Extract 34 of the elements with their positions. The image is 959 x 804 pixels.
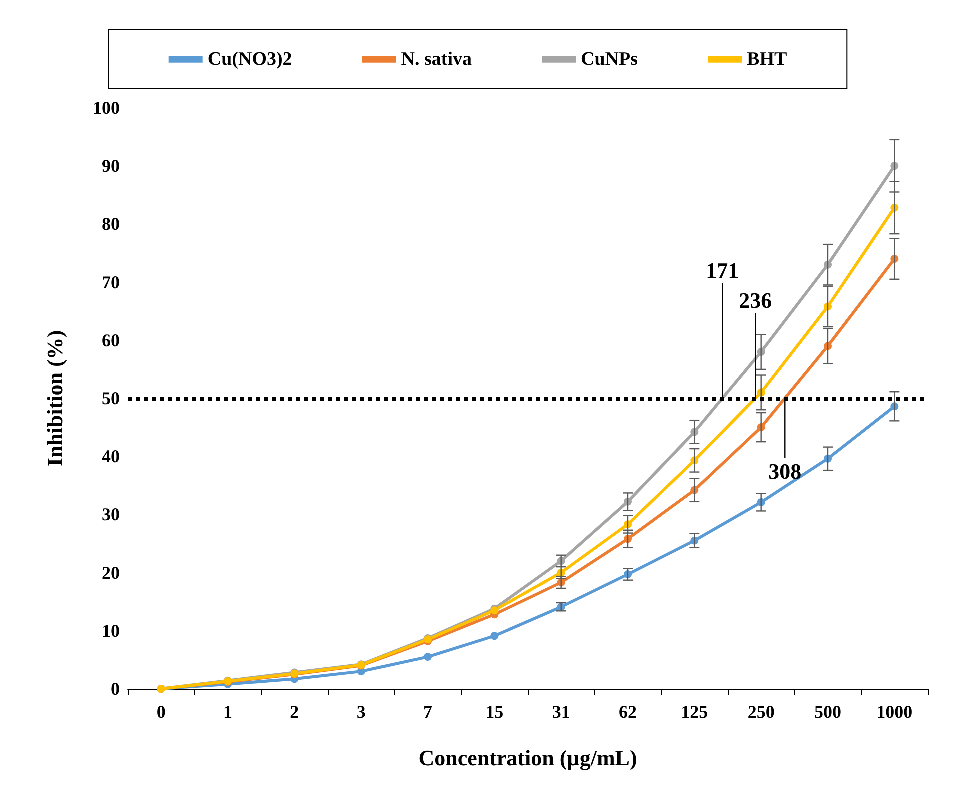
x-tick-label: 62 [619, 702, 637, 722]
x-tick-label: 7 [424, 702, 432, 722]
x-tick-label: 3 [356, 702, 366, 722]
legend-label: CuNPs [581, 49, 638, 70]
y-tick-label: 100 [93, 98, 120, 118]
point [424, 653, 432, 662]
annotation: 171 [706, 258, 740, 283]
annotation: 308 [768, 459, 802, 484]
y-tick-label: 50 [102, 388, 120, 408]
y-tick-label: 70 [102, 272, 120, 292]
y-tick-label: 0 [111, 679, 120, 699]
y-tick-label: 90 [102, 156, 120, 176]
legend-label: Cu(NO3)2 [208, 49, 292, 70]
point [490, 632, 499, 640]
y-tick-label: 30 [102, 504, 120, 525]
x-tick-label: 1 [224, 702, 232, 722]
x-tick-label: 15 [486, 702, 504, 722]
legend-label: BHT [747, 49, 788, 70]
y-tick-label: 40 [102, 446, 120, 467]
y-tick-label: 10 [102, 620, 120, 641]
y-tick-label: 80 [102, 214, 120, 234]
y-tick-label: 20 [102, 562, 120, 583]
x-tick-label: 31 [552, 702, 570, 722]
x-axis-title: Concentration (µg/mL) [418, 746, 638, 770]
y-tick-label: 60 [102, 330, 120, 350]
x-tick-label: 500 [814, 702, 842, 722]
x-tick-label: 0 [156, 702, 166, 722]
x-tick-label: 2 [290, 702, 300, 722]
x-tick-label: 250 [748, 702, 775, 722]
x-tick-label: 125 [681, 702, 708, 722]
annotation: 236 [739, 288, 772, 313]
legend-label: N. sativa [401, 49, 473, 70]
y-axis-title: Inhibition (%) [42, 330, 68, 467]
x-tick-label: 1000 [876, 702, 913, 722]
